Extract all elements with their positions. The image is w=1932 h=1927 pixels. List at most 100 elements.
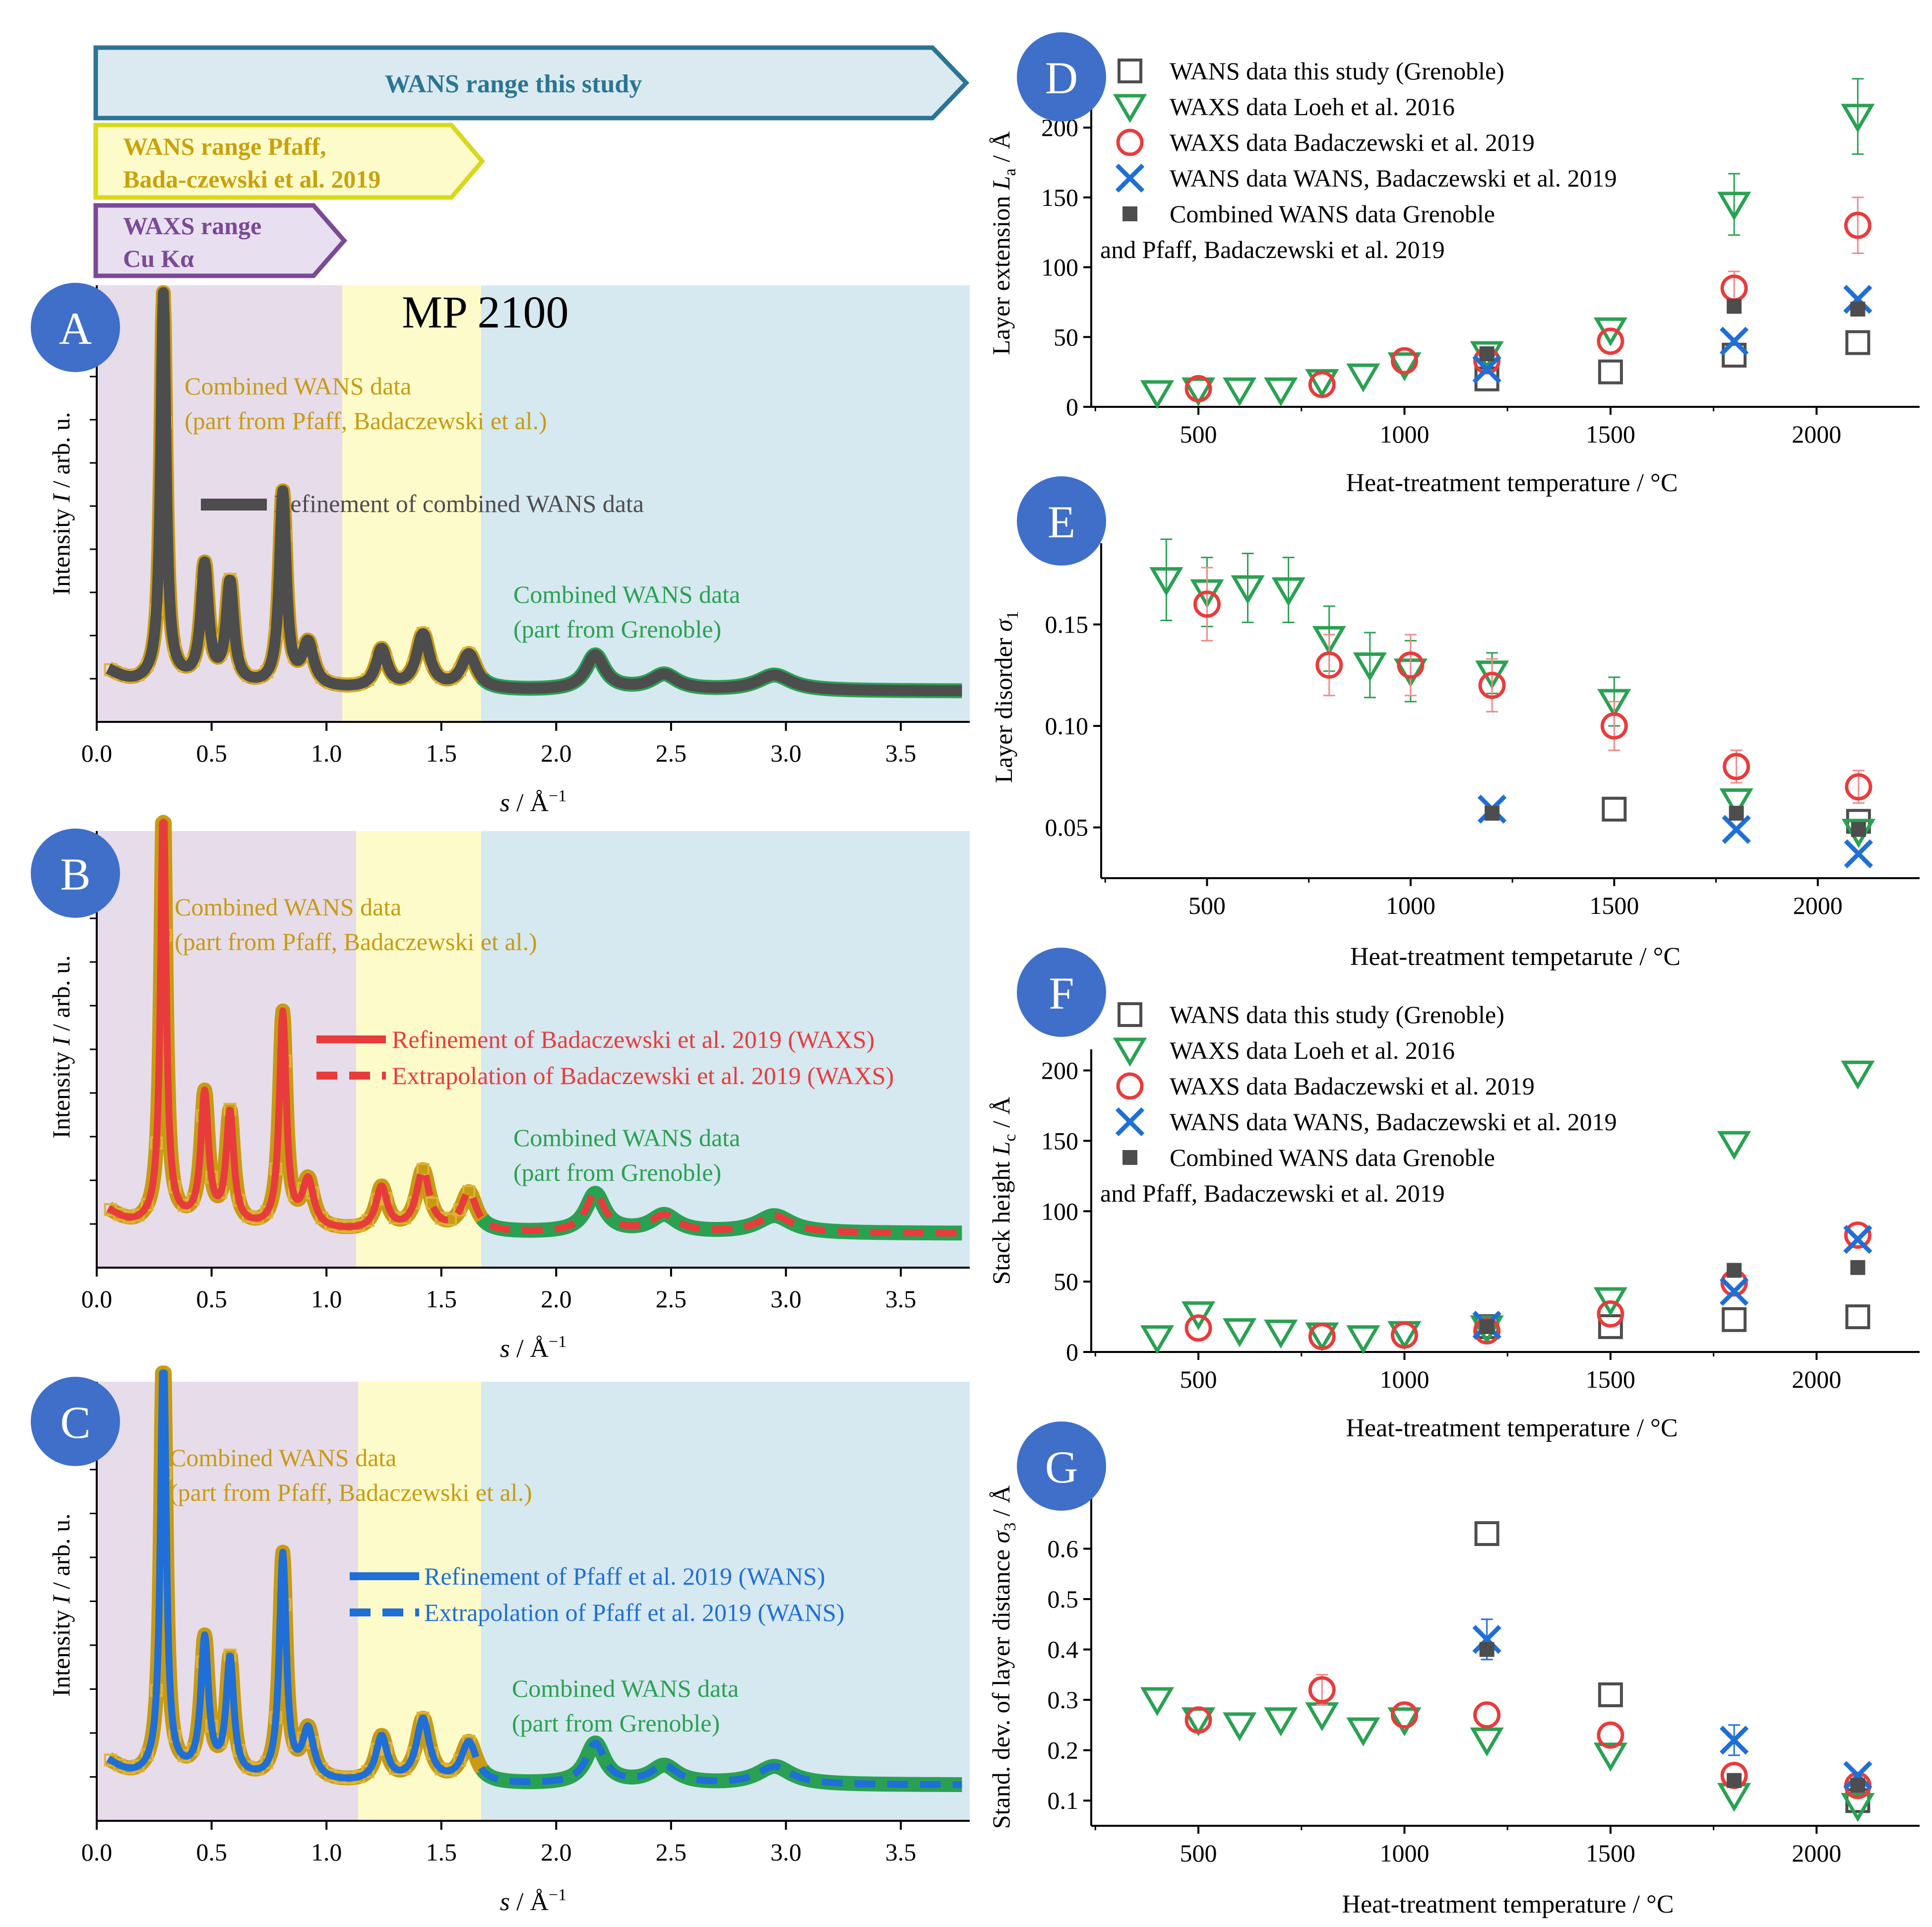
panelF-xtick-label: 500 [1180, 1365, 1217, 1393]
panel-c-green-label-2: (part from Grenoble) [512, 1709, 720, 1737]
panel-d-marks [1140, 78, 1875, 409]
panel-c-legend-solid: Refinement of Pfaff et al. 2019 (WANS) [424, 1562, 825, 1590]
panelF-point [1184, 1314, 1212, 1342]
panelC-xtick-label: 0.0 [81, 1838, 113, 1866]
panelF-legend-marker [1118, 1002, 1142, 1027]
panelF-point [1479, 1319, 1495, 1334]
panelF-point [1264, 1319, 1298, 1349]
panel-b: 0.0 0.5 1.0 1.5 2.0 2.5 3.0 3.5 Combined WANS d… [31, 815, 970, 1363]
panelD-legend-marker [1116, 128, 1144, 156]
panelB-xtick-label: 0.0 [81, 1285, 113, 1313]
panel-e-ylabel: Layer disorder σ1 [990, 611, 1022, 783]
panel-g-marks [1140, 1521, 1875, 1822]
panelD-legend-marker [1122, 206, 1137, 221]
panel-c-curves [102, 1365, 969, 1792]
panel-a-ylabel: Intensity I / arb. u. [47, 412, 75, 595]
panel-c-gold-label-2: (part from Pfaff, Badaczewski et al.) [170, 1478, 532, 1506]
panelC-xtick-label: 2.5 [656, 1838, 687, 1866]
panelG-point [1470, 1727, 1504, 1757]
panel-a-green-label-1: Combined WANS data [513, 580, 740, 608]
panel-d-ylabel: Layer extension La / Å [987, 131, 1019, 355]
panelG-point [1719, 1726, 1749, 1755]
panelD-xtick-label: 500 [1180, 420, 1217, 448]
panelG-point [1346, 1717, 1380, 1747]
panelD-point [1308, 371, 1336, 398]
panel-e: 500 1000 1500 2000 0.05 0.10 0.15 Heat-treatme… [990, 476, 1920, 971]
panelE-point [1149, 567, 1184, 596]
panelC-refinement-line [106, 1369, 471, 1782]
panel-f-axes: 500 1000 1500 2000 0 50 100 150 200 [1041, 1049, 1920, 1393]
panelC-xtick-label: 0.5 [196, 1838, 227, 1866]
panel-d-xlabel: Heat-treatment temperature / °C [1346, 469, 1678, 497]
panelB-extrapolation-line [412, 1166, 965, 1237]
panelD-point [1479, 346, 1495, 362]
panel-b-curves [102, 815, 969, 1241]
panelF-point [1844, 1221, 1871, 1249]
panelE-ytick-label: 0.15 [1045, 611, 1089, 639]
panelD-point [1223, 377, 1257, 407]
panelE-ytick-label: 0.05 [1045, 814, 1089, 841]
panel-f-badge [1017, 948, 1106, 1037]
panelF-point [1346, 1325, 1380, 1354]
panelA-xtick-label: 2.5 [656, 739, 687, 767]
panelG-point [1223, 1712, 1257, 1741]
panelB-data-marker [462, 1185, 476, 1198]
panelA-xtick-label: 0.5 [196, 739, 227, 767]
arrow-waxs-cu: WAXS range Cu Kα [93, 203, 347, 278]
panel-b-badge [31, 829, 120, 918]
panelD-point [1140, 380, 1175, 409]
panelG-point [1597, 1721, 1624, 1749]
panelF-legend-label: WANS data this study (Grenoble) [1170, 1001, 1504, 1028]
panelE-point [1600, 712, 1628, 740]
panelD-legend-marker [1113, 94, 1147, 123]
panelG-xtick-label: 1500 [1586, 1839, 1635, 1867]
panelE-point [1845, 773, 1872, 801]
panelF-legend-marker [1113, 1037, 1147, 1067]
panelE-point [1844, 839, 1873, 869]
panelF-point [1181, 1301, 1216, 1331]
panelG-point [1593, 1742, 1627, 1772]
panelA-xtick-label: 0.0 [81, 739, 113, 767]
panelA-xtick-label: 3.0 [770, 739, 802, 767]
panelE-point [1597, 689, 1631, 718]
panelF-legend-label: and Pfaff, Badaczewski et al. 2019 [1100, 1179, 1445, 1207]
panelG-point [1305, 1702, 1339, 1732]
panel-g-letter: G [1045, 1442, 1078, 1492]
panel-b-gold-label-2: (part from Pfaff, Badaczewski et al.) [175, 928, 537, 956]
panel-a: 0.0 0.5 1.0 1.5 2.0 2.5 3.0 3.5 MP 2100 Combine… [31, 283, 970, 817]
panel-b-gold-label-1: Combined WANS data [175, 893, 401, 921]
panelG-ytick-label: 0.3 [1048, 1686, 1079, 1714]
panelG-ytick-label: 0.5 [1048, 1585, 1079, 1613]
panelG-point [1841, 1793, 1875, 1822]
panelG-point [1474, 1521, 1499, 1546]
panelE-point [1315, 651, 1343, 679]
panelE-xtick-label: 1000 [1386, 892, 1435, 919]
panelD-ytick-label: 0 [1066, 393, 1078, 421]
panel-b-legend-solid: Refinement of Badaczewski et al. 2019 (W… [392, 1026, 874, 1053]
panel-b-legend-dash: Extrapolation of Badaczewski et al. 2019… [392, 1062, 894, 1090]
panelB-xtick-label: 0.5 [196, 1285, 227, 1313]
panel-d-letter: D [1045, 53, 1078, 103]
panelB-xtick-label: 2.5 [656, 1285, 687, 1313]
panel-e-letter: E [1048, 497, 1075, 547]
panelF-xtick-label: 2000 [1792, 1365, 1841, 1393]
panelD-point [1717, 192, 1751, 221]
panelD-point [1387, 352, 1422, 382]
panelG-point [1843, 1761, 1872, 1790]
panelD-point [1305, 369, 1339, 398]
panelF-point [1597, 1300, 1624, 1328]
panelE-point [1851, 822, 1866, 837]
panelE-point [1485, 806, 1500, 821]
panel-b-letter: B [60, 849, 90, 899]
panelD-legend-label: and Pfaff, Badaczewski et al. 2019 [1100, 236, 1445, 263]
panel-a-xlabel: s / Å−1 [500, 787, 566, 817]
panelE-point [1193, 590, 1221, 618]
panel-a-gold-label-1: Combined WANS data [185, 372, 411, 400]
panelD-ytick-label: 50 [1054, 323, 1078, 351]
panelB-xtick-label: 1.5 [426, 1285, 457, 1313]
panelD-point [1844, 211, 1871, 239]
panelG-point [1140, 1687, 1175, 1717]
panelF-xtick-label: 1000 [1379, 1365, 1429, 1393]
panelD-point [1184, 375, 1212, 402]
